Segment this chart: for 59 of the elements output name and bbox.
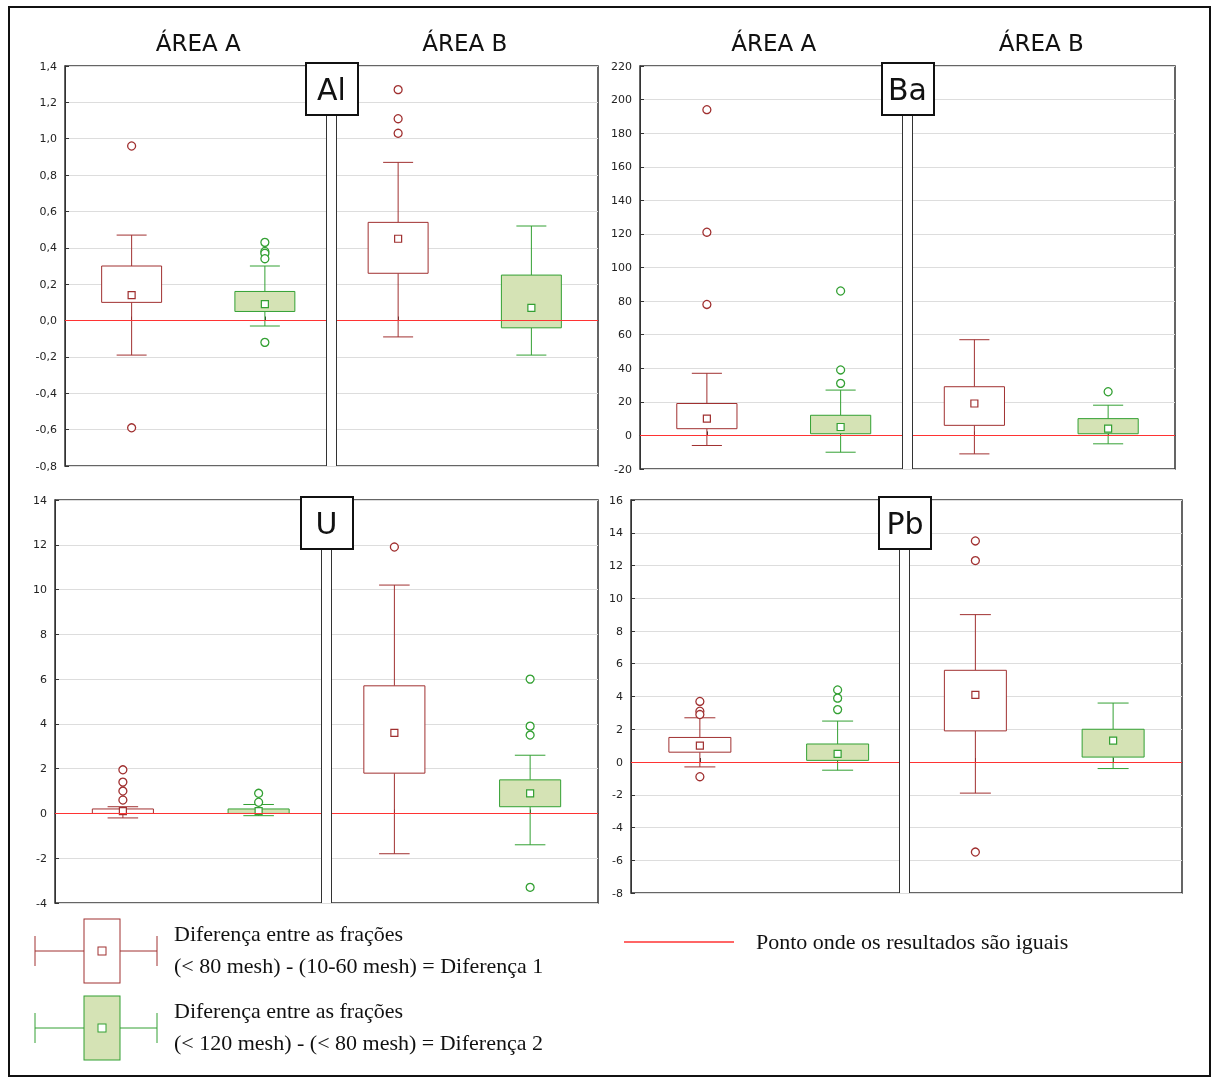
y-tick-label: 6 [616, 657, 623, 671]
y-tick-label: 10 [33, 583, 47, 597]
y-tick-label: 220 [611, 59, 632, 73]
y-tick-label: 160 [611, 160, 632, 174]
y-tick-label: 0 [40, 806, 47, 820]
y-tick-label: 40 [618, 361, 632, 375]
y-tick-label: -0,4 [35, 386, 57, 400]
legend-label: Diferença entre as frações (< 80 mesh) - (10-60 mesh) = Diferença 1 [174, 920, 544, 980]
y-tick-label: 120 [611, 227, 632, 241]
annotation: U [299, 496, 354, 550]
text: ÁREA A [730, 30, 818, 56]
text: ÁREA B [997, 30, 1085, 56]
legend-label: Ponto onde os resultados são iguais [756, 928, 1069, 956]
y-tick-label: -4 [36, 896, 47, 910]
text: ÁREA B [421, 30, 509, 56]
y-tick-label: 8 [616, 624, 623, 638]
y-tick-label: 4 [40, 717, 47, 731]
y-tick-label: 60 [618, 328, 632, 342]
y-tick-label: -0,8 [35, 459, 57, 473]
y-tick-label: 0 [625, 428, 632, 442]
y-tick-label: 0,8 [39, 168, 57, 182]
y-tick-label: 0 [616, 755, 623, 769]
y-tick-label: 14 [33, 493, 47, 507]
y-tick-label: -0,6 [35, 423, 57, 437]
y-tick-label: -4 [612, 821, 623, 834]
y-tick-label: 0,2 [39, 277, 57, 291]
y-tick-label: 8 [40, 627, 47, 641]
annotation: Pb [878, 496, 932, 550]
y-tick-label: -8 [612, 886, 623, 900]
y-tick-label: 20 [618, 395, 632, 409]
y-tick-label: -6 [612, 853, 623, 867]
y-tick-label: 6 [40, 672, 47, 686]
y-tick-label: 16 [609, 493, 623, 507]
y-tick-label: 180 [611, 126, 632, 140]
y-tick-label: 140 [611, 193, 632, 207]
y-tick-label: 10 [609, 591, 623, 605]
y-tick-label: 80 [618, 294, 632, 308]
y-tick-label: 0,0 [39, 314, 57, 328]
y-tick-label: 2 [616, 722, 623, 736]
y-tick-label: 1,2 [39, 95, 57, 109]
text: ÁREA A [154, 30, 242, 56]
y-tick-label: -2 [612, 788, 623, 802]
y-tick-label: 0,6 [39, 204, 57, 218]
y-tick-label: 1,4 [39, 59, 57, 73]
y-tick-label: 200 [611, 93, 632, 107]
y-tick-label: -20 [614, 462, 632, 476]
annotation: Al [304, 62, 359, 116]
y-tick-label: 1,0 [39, 132, 57, 146]
y-tick-label: 12 [609, 559, 623, 572]
y-tick-label: 4 [616, 690, 623, 703]
legend-label: Diferença entre as frações (< 120 mesh) - (< 80 mesh) = Diferença 2 [174, 997, 543, 1057]
y-tick-label: 12 [33, 538, 47, 552]
y-tick-label: -2 [36, 851, 47, 865]
y-tick-label: -0,2 [35, 350, 57, 364]
y-tick-label: 100 [611, 261, 632, 274]
annotation: Ba [880, 62, 935, 116]
y-tick-label: 0,4 [39, 241, 57, 255]
y-tick-label: 14 [609, 526, 623, 540]
y-tick-label: 2 [40, 762, 47, 776]
